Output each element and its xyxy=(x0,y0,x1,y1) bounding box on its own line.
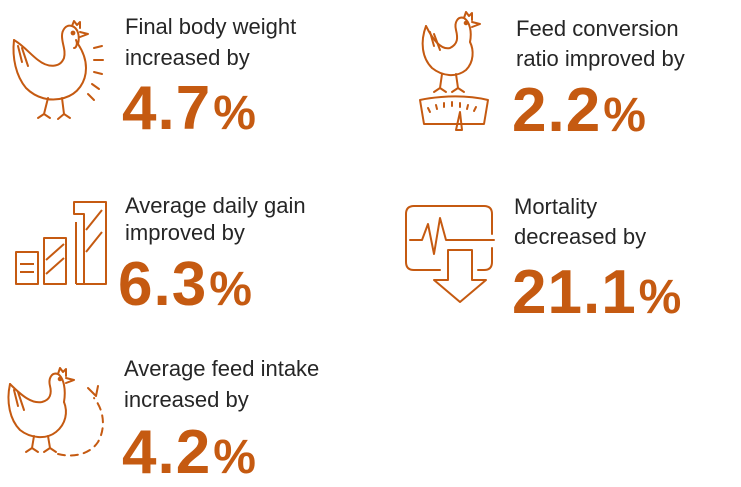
stat-value: 4.7% xyxy=(122,78,256,140)
stat-average-daily-gain: Average daily gain improved by 6.3% xyxy=(0,180,370,320)
chicken-cycle-icon xyxy=(4,366,116,462)
stat-average-feed-intake: Average feed intake increased by 4.2% xyxy=(0,340,370,484)
stat-label-line1: Feed conversion xyxy=(516,16,679,41)
chicken-sound-icon xyxy=(8,18,108,123)
stat-label-line1: Final body weight xyxy=(125,14,297,39)
stat-final-body-weight: Final body weight increased by 4.7% xyxy=(0,0,370,140)
stat-label-line1: Average daily gain xyxy=(125,193,306,218)
stat-feed-conversion-ratio: Feed conversion ratio improved by 2.2% xyxy=(390,0,741,142)
stat-mortality: Mortality decreased by 21.1% xyxy=(390,180,741,324)
stat-label-line2: decreased by xyxy=(514,224,647,249)
stat-label-line1: Average feed intake xyxy=(124,356,320,381)
stat-label-line2: increased by xyxy=(124,387,249,412)
stat-unit: % xyxy=(638,271,682,324)
stat-number: 2.2 xyxy=(512,76,602,145)
stat-value: 2.2% xyxy=(512,80,646,142)
stat-value: 21.1% xyxy=(512,262,681,324)
stat-unit: % xyxy=(603,89,646,142)
stat-label-line2: ratio improved by xyxy=(516,46,685,71)
chicken-scale-icon xyxy=(414,8,494,136)
stat-unit: % xyxy=(209,263,252,316)
stat-label-line2: improved by xyxy=(125,220,245,245)
stat-value: 4.2% xyxy=(122,422,256,484)
stat-number: 21.1 xyxy=(512,258,637,327)
stat-value: 6.3% xyxy=(118,254,252,316)
stat-label-line2: increased by xyxy=(125,45,250,70)
stat-number: 4.7 xyxy=(122,74,212,143)
stat-label-line1: Mortality xyxy=(514,194,598,219)
stat-unit: % xyxy=(213,87,256,140)
stat-number: 4.2 xyxy=(122,418,212,487)
heartbeat-down-arrow-icon xyxy=(404,204,500,304)
bar-chart-icon xyxy=(14,200,110,286)
stat-unit: % xyxy=(213,431,256,484)
stat-number: 6.3 xyxy=(118,250,208,319)
